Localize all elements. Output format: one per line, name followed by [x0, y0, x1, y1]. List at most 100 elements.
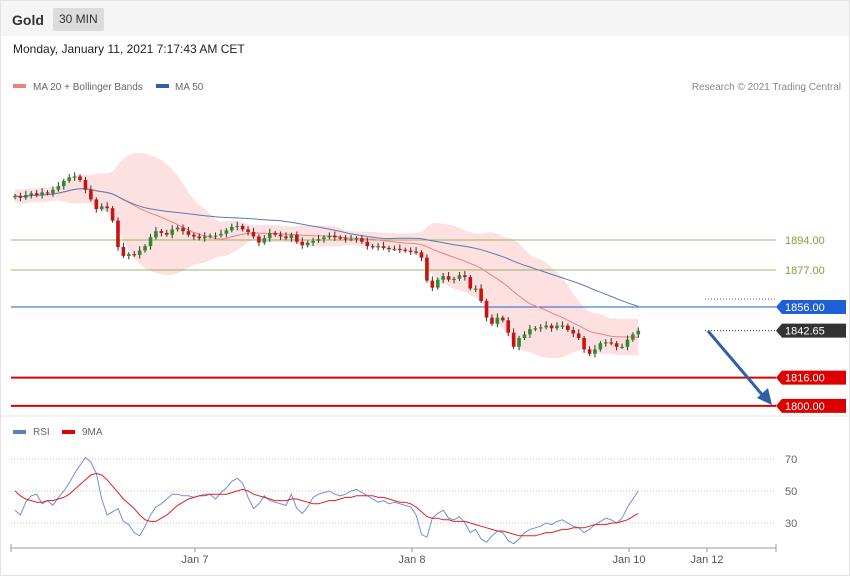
candle-body — [376, 246, 380, 248]
candle-body — [360, 238, 364, 242]
candle-body — [571, 329, 576, 334]
candle-body — [419, 252, 424, 258]
rsi-ma-line — [14, 472, 639, 537]
candle-body — [219, 233, 223, 236]
candle-body — [267, 232, 272, 239]
candle-body — [327, 235, 332, 238]
candle-body — [446, 276, 451, 280]
candle-body — [295, 234, 299, 242]
rsi-level-label: 50 — [785, 486, 797, 498]
candle-body — [262, 238, 267, 243]
candle-body — [127, 254, 131, 256]
candle-body — [34, 193, 39, 196]
candle-body — [555, 325, 559, 329]
candle-body — [311, 240, 315, 243]
candle-body — [414, 251, 418, 253]
candle-body — [29, 193, 34, 196]
candle-body — [18, 195, 23, 198]
ma20-legend-swatch — [13, 84, 26, 88]
level-labels: 1894.00 1877.00 1856.00 1842.65 1816.00 1800.… — [776, 235, 846, 413]
candle-body — [452, 278, 456, 281]
bollinger-band — [15, 152, 639, 359]
x-axis-ticks: Jan 7 Jan 8 Jan 10 Jan 12 — [182, 548, 724, 566]
candles — [13, 172, 641, 358]
candle-body — [99, 206, 104, 210]
candle-body — [273, 232, 277, 235]
candle-body — [620, 346, 624, 348]
candle-body — [305, 242, 310, 246]
candle-body — [387, 247, 391, 250]
candle-body — [566, 325, 570, 330]
x-tick-label: Jan 12 — [690, 554, 723, 566]
candle-body — [343, 238, 348, 240]
candle-body — [538, 327, 543, 329]
candle-body — [582, 337, 586, 350]
candle-body — [576, 333, 581, 338]
candle-body — [175, 227, 180, 230]
ma50-line — [14, 188, 639, 307]
level-tag-1856.00 — [776, 300, 846, 315]
candle-body — [365, 241, 370, 247]
forecast-arrow — [706, 330, 772, 405]
candle-body — [251, 232, 256, 237]
candle-body — [300, 241, 305, 246]
level-label-1842.65: 1842.65 — [785, 326, 825, 338]
candle-body — [522, 334, 527, 338]
candle-body — [587, 349, 592, 354]
candle-body — [89, 189, 93, 200]
candle-body — [56, 186, 61, 190]
candle-body — [332, 235, 337, 238]
research-credit: Research © 2021 Trading Central — [692, 82, 841, 93]
level-label-1894.00: 1894.00 — [785, 235, 825, 247]
x-tick-label: Jan 10 — [612, 554, 645, 566]
ma20-legend-label: MA 20 + Bollinger Bands — [33, 82, 143, 93]
candle-body — [338, 237, 342, 239]
candle-body — [192, 234, 196, 237]
candle-body — [181, 227, 185, 232]
candle-body — [490, 317, 494, 324]
candle-body — [473, 288, 478, 290]
rsi-legend-swatch — [13, 430, 26, 434]
candle-body — [441, 276, 445, 280]
ma9-legend-label: 9MA — [82, 427, 103, 438]
candle-body — [468, 277, 473, 289]
candle-body — [506, 320, 511, 333]
candle-body — [230, 226, 234, 231]
candle-body — [398, 248, 402, 251]
candle-body — [408, 250, 413, 252]
candle-body — [316, 239, 321, 241]
candle-body — [528, 329, 532, 335]
candle-body — [137, 250, 142, 255]
candle-body — [213, 235, 218, 237]
level-tag-1800.00 — [776, 398, 846, 413]
level-label-1816.00: 1816.00 — [785, 373, 825, 385]
rsi-pane: 70 50 30 — [11, 454, 797, 545]
candle-body — [631, 334, 635, 340]
candle-body — [544, 325, 548, 328]
candle-body — [170, 229, 174, 235]
candle-body — [224, 230, 229, 234]
candle-body — [278, 234, 283, 237]
level-tag-1816.00 — [776, 370, 846, 385]
candle-body — [24, 195, 28, 198]
candle-body — [322, 237, 326, 240]
candle-body — [593, 349, 597, 354]
candle-body — [533, 328, 538, 330]
candle-body — [435, 279, 440, 288]
candle-body — [457, 275, 462, 279]
candle-body — [349, 239, 353, 241]
ma50-legend-label: MA 50 — [175, 82, 204, 93]
candle-body — [45, 192, 50, 194]
candle-body — [425, 257, 429, 281]
timeframe-badge[interactable]: 30 MIN — [53, 8, 104, 31]
candle-body — [354, 238, 359, 240]
candle-body — [240, 225, 245, 230]
candle-body — [603, 342, 608, 344]
candle-body — [284, 236, 288, 239]
candle-body — [609, 342, 613, 344]
candle-body — [463, 275, 467, 278]
candle-body — [501, 317, 505, 321]
candle-body — [121, 247, 126, 256]
candle-body — [132, 254, 137, 256]
